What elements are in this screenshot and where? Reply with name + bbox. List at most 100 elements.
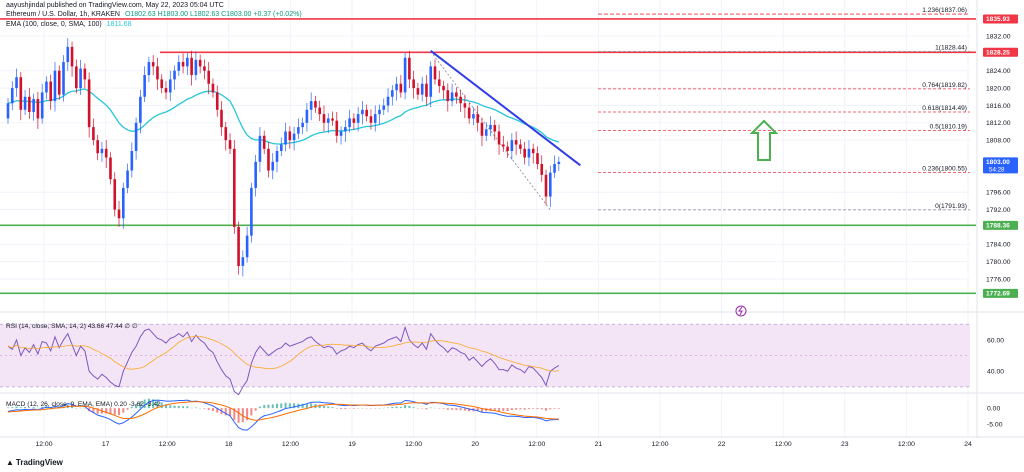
- macd-histogram-bar: [519, 408, 522, 410]
- candle-body: [254, 161, 257, 188]
- candle-body: [514, 140, 518, 145]
- candle-body: [57, 70, 61, 95]
- candle-body: [480, 122, 484, 136]
- candle-body: [365, 109, 368, 117]
- candle-body: [429, 66, 433, 97]
- macd-histogram-bar: [139, 401, 142, 409]
- candle-body: [386, 96, 390, 106]
- candle-body: [96, 140, 99, 154]
- candle-body: [493, 124, 497, 132]
- candle-body: [356, 114, 360, 123]
- candle-body: [258, 135, 262, 162]
- macd-histogram-bar: [318, 404, 321, 409]
- candle-body: [301, 122, 304, 128]
- price-axis[interactable]: 1776.00 1780.00 1784.00 1792.00 1796.00 1808.…: [983, 14, 1018, 428]
- candle-body: [10, 88, 14, 104]
- fib-diagonal: [430, 51, 551, 211]
- candle-body: [173, 70, 176, 80]
- candle-body: [373, 114, 377, 123]
- macd-histogram-bar: [203, 408, 206, 409]
- candle-body: [553, 164, 556, 173]
- macd-histogram-bar: [523, 408, 526, 410]
- tradingview-logo: ▲ TradingView: [6, 458, 63, 467]
- ohlc-values: O1802.63 H1803.00 L1802.63 C1803.00 +0.3…: [124, 11, 302, 18]
- price-label-tag: [983, 14, 1018, 24]
- fibonacci-retracement[interactable]: 1.236(1837.06) 1(1828.44) 0.764(1819.82) 0.…: [430, 7, 970, 211]
- macd-histogram-bar: [92, 408, 95, 413]
- candle-body: [220, 109, 223, 128]
- candlesticks: [6, 38, 561, 277]
- candle-body: [446, 90, 450, 102]
- candle-body: [151, 62, 155, 67]
- macd-histogram-bar: [71, 406, 74, 409]
- candle-body: [156, 66, 159, 80]
- fib-label-1: 1(1828.44): [935, 44, 967, 51]
- candle-body: [531, 148, 535, 154]
- candle-body: [177, 62, 181, 71]
- macd-histogram-bar: [143, 399, 146, 409]
- candle-body: [489, 124, 492, 130]
- candle-body: [224, 127, 228, 141]
- candle-body: [544, 174, 548, 197]
- candle-body: [203, 66, 206, 71]
- time-tick-label: 12:00: [528, 441, 545, 448]
- candle-body: [502, 144, 505, 147]
- candle-body: [467, 107, 471, 119]
- time-tick-label: 23: [841, 441, 849, 448]
- candle-body: [548, 172, 552, 197]
- macd-histogram-bar: [284, 402, 287, 409]
- macd-histogram-bar: [237, 408, 240, 423]
- candle-body: [70, 46, 74, 67]
- time-tick-label: 12:00: [898, 441, 915, 448]
- candle-body: [433, 66, 437, 80]
- macd-histogram-bar: [387, 407, 390, 409]
- macd-histogram-bar: [28, 407, 31, 409]
- macd-histogram-bar: [331, 407, 334, 409]
- macd-histogram-bar: [532, 408, 535, 409]
- drawings[interactable]: [430, 49, 779, 317]
- candle-body: [497, 131, 501, 145]
- macd-histogram-bar: [480, 408, 483, 412]
- horizontal-levels[interactable]: [0, 18, 976, 295]
- macd-histogram-bar: [164, 404, 167, 409]
- macd-histogram-bar: [545, 408, 548, 411]
- candle-body: [510, 140, 514, 151]
- candle-body: [262, 135, 266, 149]
- signal-line: [7, 401, 559, 421]
- price-label-text: 1803.00: [986, 159, 1010, 166]
- macd-histogram-bar: [463, 408, 466, 411]
- macd-histogram-bar: [113, 408, 116, 415]
- candle-body: [305, 109, 309, 123]
- candle-body: [121, 187, 125, 219]
- ema-line: [7, 88, 560, 145]
- candle-body: [403, 57, 407, 93]
- candle-body: [6, 103, 10, 119]
- candle-body: [79, 68, 82, 89]
- candle-body: [309, 101, 313, 110]
- macd-tick-label: 0.00: [987, 406, 1000, 413]
- candle-body: [348, 118, 351, 128]
- macd-histogram-bar: [11, 407, 14, 409]
- candle-body: [408, 57, 411, 80]
- candle-body: [484, 129, 488, 136]
- time-axis[interactable]: 12:00 17 12:00 18 12:00 19 12:00 20 12:00 21 12:00…: [35, 441, 972, 448]
- price-label-text: 1788.36: [986, 223, 1010, 230]
- candle-body: [361, 109, 364, 115]
- macd-histogram-bar: [147, 398, 150, 409]
- macd-histogram-bar: [515, 408, 518, 410]
- macd-histogram-bar: [506, 408, 509, 411]
- candle-body: [288, 131, 292, 141]
- candle-body: [62, 62, 65, 95]
- candle-body: [245, 235, 249, 258]
- macd-histogram-bar: [241, 408, 244, 423]
- symbol-name: Ethereum / U.S. Dollar, 1h, KRAKEN: [6, 11, 120, 18]
- macd-histogram-bar: [122, 408, 125, 413]
- macd-histogram-bar: [169, 405, 172, 409]
- macd-tick-label: -5.00: [987, 421, 1003, 428]
- macd-histogram-bar: [263, 404, 266, 409]
- time-tick-label: 20: [471, 441, 479, 448]
- time-tick-label: 12:00: [35, 441, 52, 448]
- candle-body: [557, 161, 561, 165]
- candle-body: [32, 98, 35, 112]
